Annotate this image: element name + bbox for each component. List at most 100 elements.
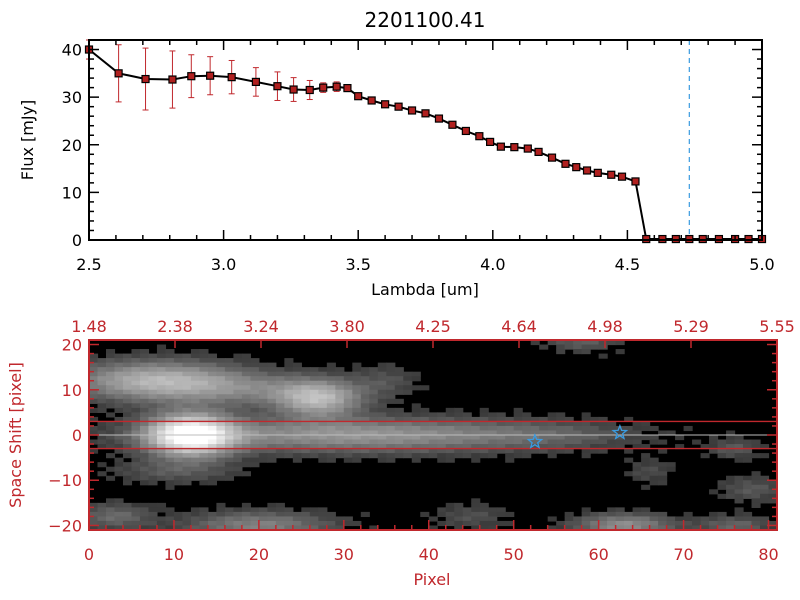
image-cell — [233, 394, 243, 400]
image-cell — [97, 358, 107, 364]
image-cell — [717, 520, 727, 527]
image-cell — [751, 525, 761, 531]
image-cell — [318, 507, 328, 513]
image-cell — [479, 453, 489, 459]
image-cell — [114, 353, 124, 359]
image-cell — [318, 457, 328, 463]
image-cell — [182, 371, 192, 377]
image-cell — [114, 403, 124, 409]
image-cell — [428, 448, 438, 454]
image-cell — [462, 507, 472, 513]
image-cell — [751, 493, 761, 499]
image-cell — [547, 439, 557, 445]
image-cell — [522, 453, 532, 459]
image-cell — [97, 435, 107, 441]
image-cell — [377, 362, 387, 368]
x-tick-label: 80 — [758, 545, 778, 564]
image-cell — [726, 520, 736, 527]
image-cell — [488, 511, 498, 518]
image-cell — [97, 398, 107, 404]
image-cell — [224, 516, 234, 522]
image-cell — [437, 457, 447, 463]
image-cell — [199, 407, 209, 413]
image-cell — [496, 444, 506, 450]
image-cell — [233, 439, 243, 445]
image-cell — [139, 525, 150, 531]
image-cell — [267, 502, 277, 508]
image-cell — [131, 367, 141, 373]
image-cell — [369, 430, 379, 436]
image-cell — [522, 421, 532, 427]
image-cell — [114, 358, 124, 364]
image-cell — [607, 444, 617, 450]
image-cell — [318, 371, 328, 377]
image-cell — [734, 444, 744, 450]
image-cell — [156, 448, 167, 454]
image-cell — [581, 421, 591, 427]
image-cell — [97, 511, 107, 518]
image-cell — [658, 511, 668, 518]
x-tick-label: 40 — [419, 545, 439, 564]
image-cell — [207, 421, 217, 427]
image-cell — [199, 475, 209, 481]
image-cell — [241, 403, 251, 409]
image-cell — [241, 362, 251, 368]
data-point — [582, 166, 592, 175]
image-cell — [148, 448, 158, 454]
image-cell — [624, 439, 634, 445]
image-cell — [454, 407, 464, 413]
image-cell — [275, 376, 285, 382]
image-cell — [301, 421, 311, 427]
image-cell — [190, 412, 201, 418]
image-cell — [165, 416, 175, 423]
image-cell — [309, 376, 319, 382]
image-cell — [437, 421, 447, 427]
image-cell — [139, 444, 150, 450]
image-cell — [224, 385, 234, 391]
image-cell — [173, 358, 184, 364]
image-cell — [641, 435, 651, 441]
image-cell — [258, 448, 268, 454]
image-cell — [386, 389, 396, 395]
image-cell — [445, 412, 455, 418]
data-point — [607, 170, 616, 179]
image-cell — [318, 439, 328, 445]
image-cell — [284, 430, 294, 436]
image-cell — [131, 444, 141, 450]
image-cell — [250, 380, 260, 386]
image-cell — [216, 398, 226, 404]
image-cell — [199, 367, 209, 373]
image-cell — [139, 511, 150, 518]
image-cell — [632, 475, 642, 481]
image-cell — [726, 444, 736, 450]
image-cell — [148, 439, 158, 445]
image-cell — [709, 439, 719, 445]
image-cell — [139, 398, 150, 404]
image-cell — [156, 453, 167, 459]
image-cell — [89, 371, 99, 377]
image-cell — [360, 416, 370, 423]
image-cell — [624, 435, 634, 441]
image-cell — [165, 407, 175, 413]
image-cell — [89, 511, 99, 518]
image-cell — [556, 444, 566, 450]
image-cell — [97, 380, 107, 386]
image-cell — [352, 425, 362, 432]
image-cell — [386, 453, 396, 459]
image-cell — [216, 376, 226, 382]
image-cell — [437, 425, 447, 432]
image-cell — [573, 349, 583, 355]
image-cell — [199, 457, 209, 463]
image-cell — [445, 439, 455, 445]
image-cell — [114, 371, 124, 377]
image-cell — [386, 398, 396, 404]
image-cell — [199, 511, 209, 518]
image-cell — [700, 520, 710, 527]
image-cell — [632, 430, 642, 436]
image-cell — [267, 439, 277, 445]
image-cell — [386, 371, 396, 377]
image-cell — [207, 516, 217, 522]
image-cell — [658, 430, 668, 436]
image-cell — [292, 457, 302, 463]
image-cell — [598, 344, 608, 350]
